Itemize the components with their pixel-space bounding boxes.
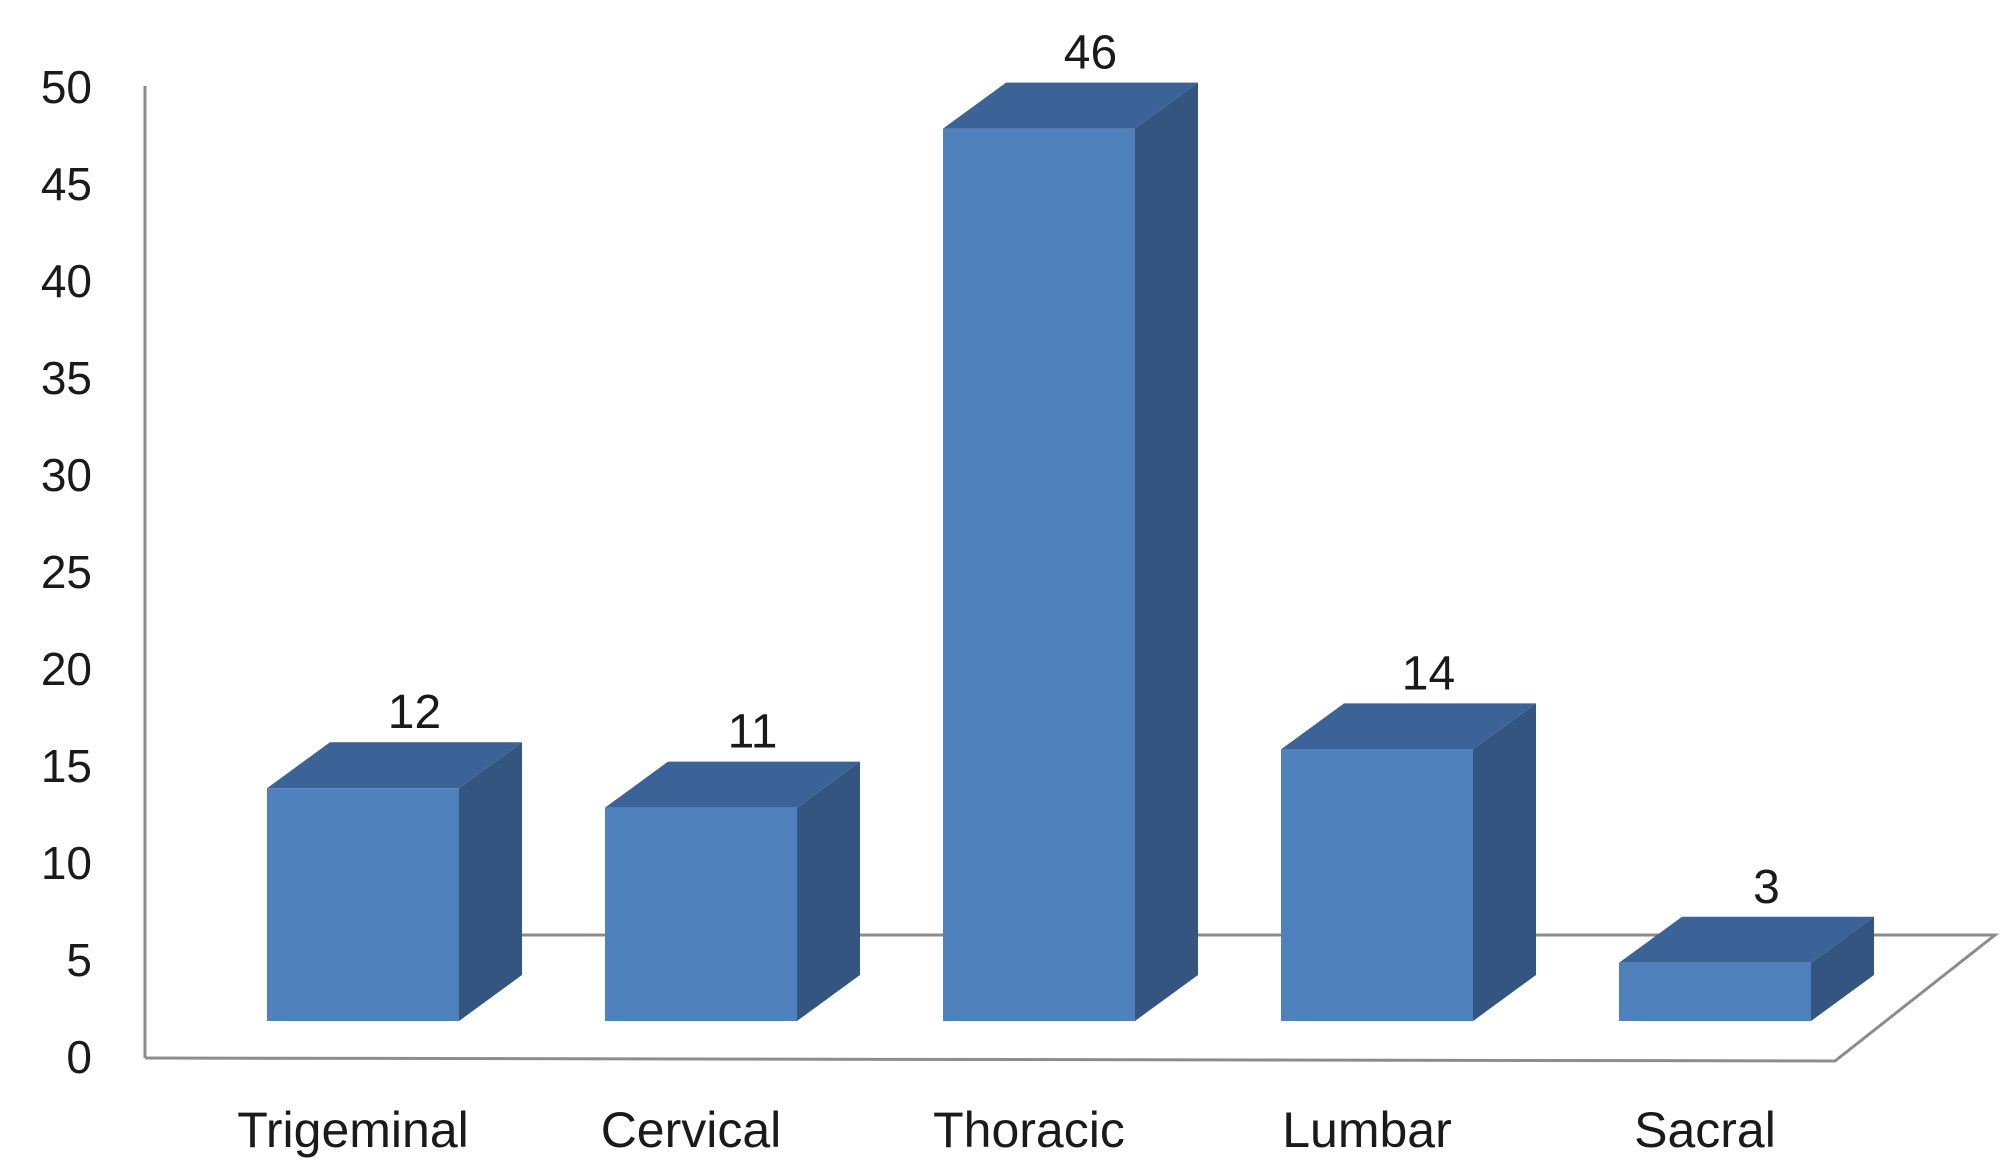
x-tick-label: Sacral <box>1634 1102 1776 1158</box>
bar-top-face <box>1281 703 1536 750</box>
y-tick-label: 20 <box>41 643 92 695</box>
data-label: 11 <box>728 706 778 759</box>
y-tick-label: 10 <box>41 837 92 889</box>
y-tick-label: 30 <box>41 449 92 501</box>
x-tick-label: Trigeminal <box>237 1102 469 1158</box>
y-tick-label: 25 <box>41 546 92 598</box>
data-label: 12 <box>388 686 441 739</box>
bar-top-face <box>267 742 522 789</box>
bar-side-face <box>1473 703 1536 1021</box>
y-tick-label: 5 <box>66 934 92 986</box>
data-label: 3 <box>1753 861 1780 914</box>
bar-side-face <box>797 761 860 1021</box>
y-axis: 0 5 10 15 20 25 30 35 40 45 50 <box>41 61 147 1083</box>
x-axis-labels: Trigeminal Cervical Thoracic Lumbar Sacral <box>237 1102 1776 1158</box>
bar-trigeminal: 12 <box>267 686 522 1021</box>
y-tick-label: 45 <box>41 158 92 210</box>
y-tick-label: 35 <box>41 352 92 404</box>
bar-lumbar: 14 <box>1281 647 1536 1021</box>
x-tick-label: Cervical <box>601 1102 782 1158</box>
bar-front-face <box>1619 962 1811 1021</box>
data-label: 14 <box>1402 647 1455 700</box>
x-tick-label: Lumbar <box>1282 1102 1452 1158</box>
y-tick-label: 0 <box>66 1031 92 1083</box>
y-tick-label: 15 <box>41 740 92 792</box>
bar-front-face <box>267 788 459 1021</box>
bar-side-face <box>1135 82 1198 1022</box>
bar-group: 12 11 46 14 3 <box>267 27 1874 1022</box>
y-tick-label: 50 <box>41 61 92 113</box>
bar-sacral: 3 <box>1619 861 1874 1021</box>
y-tick-label: 40 <box>41 255 92 307</box>
bar-thoracic: 46 <box>943 27 1198 1022</box>
x-tick-label: Thoracic <box>933 1102 1125 1158</box>
bar-top-face <box>1619 916 1874 963</box>
bar-side-face <box>1811 916 1874 1021</box>
bar-front-face <box>943 128 1135 1022</box>
bar-top-face <box>605 761 860 808</box>
bar-front-face <box>1281 749 1473 1021</box>
bar-cervical: 11 <box>605 706 860 1021</box>
bar-side-face <box>459 742 522 1021</box>
data-label: 46 <box>1064 27 1117 80</box>
bar-front-face <box>605 807 797 1021</box>
bar-top-face <box>943 82 1198 129</box>
